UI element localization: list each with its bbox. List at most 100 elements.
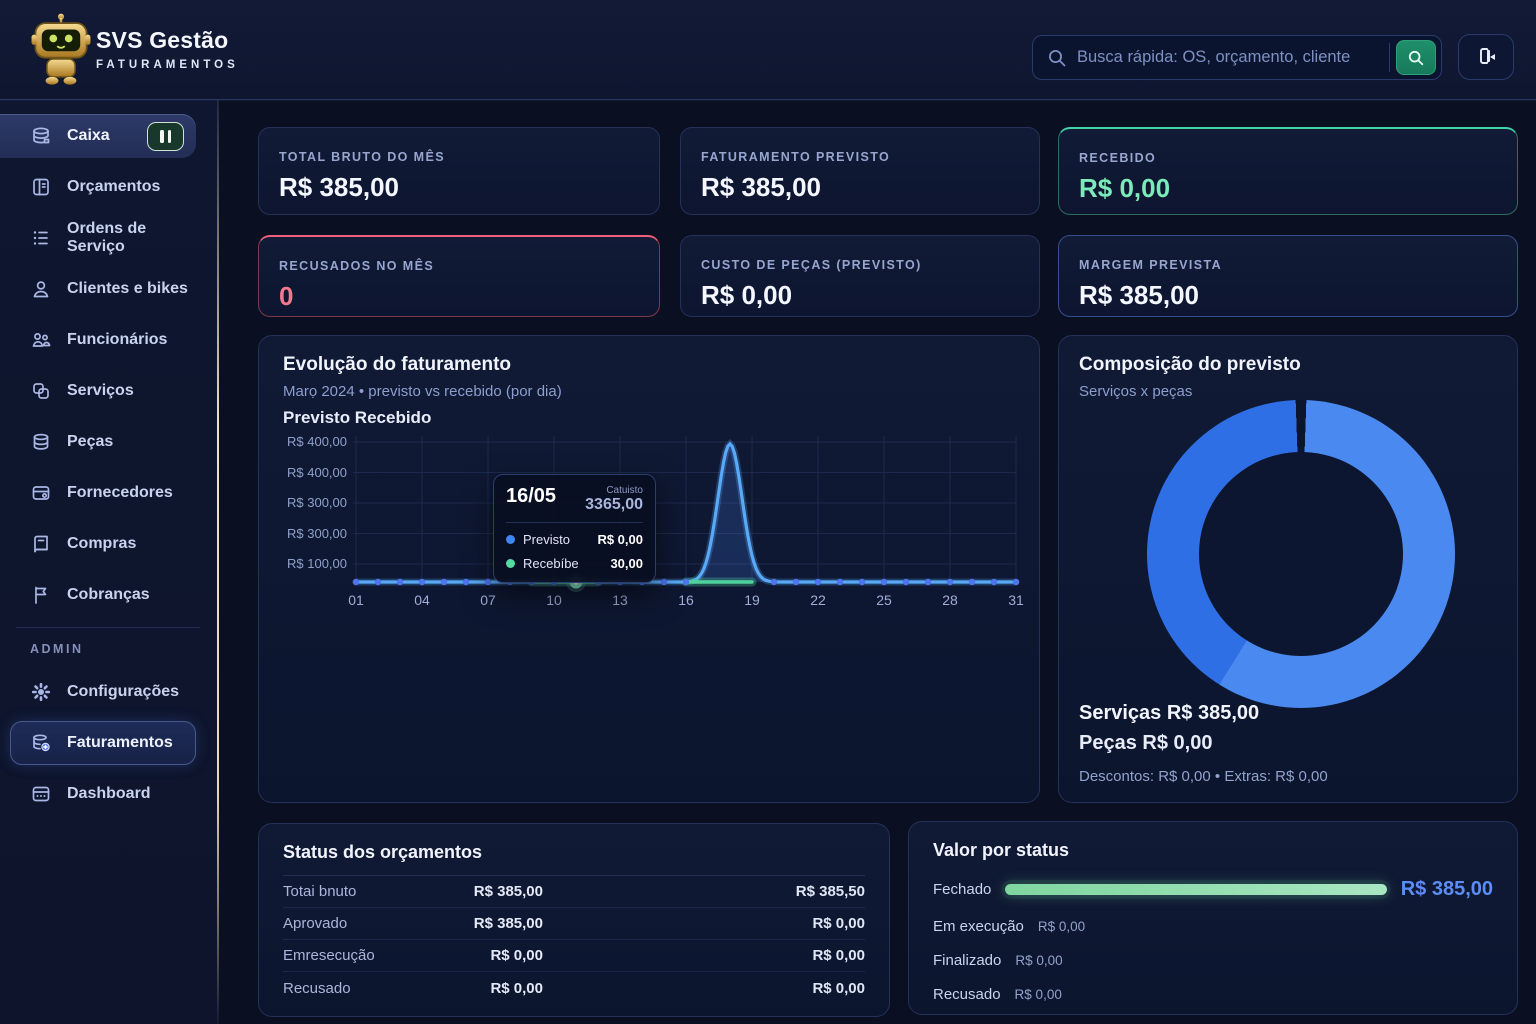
y-tick-label: R$ 300,00: [287, 495, 347, 510]
quick-search-bar: [1032, 35, 1442, 80]
purchases-book-icon: [30, 533, 52, 555]
sidebar-item-funcionarios[interactable]: Funcionários: [0, 318, 218, 362]
brand-block: SVS Gestão FATURAMENTOS: [96, 27, 239, 71]
status-label: Recusado: [933, 986, 1001, 1003]
app-subtitle: FATURAMENTOS: [96, 59, 239, 71]
row-value-2: R$ 385,50: [795, 883, 865, 900]
previsto-series-dot: [506, 535, 515, 544]
sidebar-item-configuracoes[interactable]: Configurações: [0, 670, 218, 714]
sidebar-item-caixa[interactable]: Caixa: [0, 114, 196, 158]
cash-register-icon: [30, 125, 52, 147]
search-icon: [1408, 50, 1424, 65]
logout-icon: [1480, 48, 1495, 64]
search-input[interactable]: [1077, 48, 1389, 67]
people-icon: [30, 329, 52, 351]
x-tick-label: 22: [810, 592, 826, 608]
logout-button[interactable]: [1458, 34, 1514, 80]
tooltip-corner-value: 3365,00: [585, 496, 643, 513]
status-label: Em execução: [933, 918, 1024, 935]
sidebar-item-fornecedores[interactable]: Fornecedores: [0, 471, 218, 515]
status-value: R$ 385,00: [1400, 878, 1493, 900]
kpi-label: TOTAL BRUTO DO MÊS: [279, 150, 445, 164]
person-icon: [30, 278, 52, 300]
sidebar-item-label: Serviços: [67, 382, 134, 399]
x-tick-label: 16: [678, 592, 694, 608]
row-value-1: R$ 0,00: [490, 947, 543, 964]
fechado-progress-bar: [1005, 884, 1387, 895]
x-tick-label: 04: [414, 592, 430, 608]
sidebar-item-label: Dashboard: [67, 785, 151, 802]
kpi-value: R$ 385,00: [701, 172, 821, 202]
composition-title: Composição do previsto: [1079, 354, 1301, 375]
value-by-status-panel: Valor por status Fechado R$ 385,00 Em ex…: [908, 821, 1518, 1015]
x-tick-label: 01: [348, 592, 364, 608]
budget-status-title: Status dos orçamentos: [283, 842, 865, 876]
row-value-2: R$ 0,00: [812, 947, 865, 964]
tooltip-date: 16/05: [506, 485, 557, 507]
row-value-1: R$ 0,00: [490, 979, 543, 997]
gear-icon: [30, 681, 52, 703]
x-tick-label: 25: [876, 592, 892, 608]
dashboard-grid-icon: [30, 783, 52, 805]
tooltip-corner-label: Catuisto: [606, 485, 643, 496]
sidebar-item-label: Cobranças: [67, 586, 150, 603]
sidebar-item-orcamentos[interactable]: Orçamentos: [0, 165, 218, 209]
tooltip-row-recebido: Recebíbe 30,00: [506, 556, 643, 571]
sidebar-item-label: Peças: [67, 433, 114, 450]
pause-button[interactable]: [147, 121, 184, 151]
sidebar-item-pecas[interactable]: Peças: [0, 420, 218, 464]
row-value-1: R$ 385,00: [473, 883, 543, 900]
kpi-label: RECUSADOS NO MÊS: [279, 259, 435, 273]
invoices-coins-icon: [30, 732, 52, 754]
ordered-list-icon: [30, 227, 52, 249]
discounts-extras-legend: Descontos: R$ 0,00 • Extras: R$ 0,00: [1079, 768, 1328, 785]
sidebar-nav: Caixa Orçamentos Ordens de Serviço Clien…: [0, 100, 218, 1024]
sidebar-item-dashboard[interactable]: Dashboard: [0, 772, 218, 816]
kpi-card-faturamento-previsto: FATURAMENTO PREVISTO R$ 385,00: [680, 127, 1040, 215]
sidebar-item-cobrancas[interactable]: Cobranças: [0, 573, 218, 617]
budget-status-panel: Status dos orçamentos Totai bnuto R$ 385…: [258, 823, 890, 1017]
search-icon: [1049, 49, 1066, 66]
recebido-series-dot: [506, 559, 515, 568]
row-label: Emresecução: [283, 947, 375, 964]
status-label: Finalizado: [933, 952, 1002, 969]
admin-section-label: ADMIN: [30, 642, 84, 656]
robot-mascot-logo: [31, 13, 91, 85]
sidebar-item-label: Compras: [67, 535, 137, 552]
row-label: Aprovado: [283, 915, 348, 932]
kpi-value: R$ 0,00: [701, 280, 793, 310]
sidebar-item-clientes-e-bikes[interactable]: Clientes e bikes: [0, 267, 218, 311]
tooltip-series-value: 30,00: [610, 556, 643, 571]
kpi-label: RECEBIDO: [1079, 151, 1157, 165]
sidebar-item-servicos[interactable]: Serviços: [0, 369, 218, 413]
kpi-value: 0: [279, 281, 294, 311]
revenue-evolution-panel: Evolução do faturamento Marọ 2024 • prev…: [258, 335, 1040, 803]
tooltip-row-previsto: Previsto R$ 0,00: [506, 532, 643, 547]
kpi-value: R$ 385,00: [279, 172, 399, 202]
sidebar-item-faturamentos[interactable]: Faturamentos: [10, 721, 196, 765]
sidebar-item-compras[interactable]: Compras: [0, 522, 218, 566]
status-value: R$ 0,00: [1037, 919, 1086, 934]
search-submit-button[interactable]: [1396, 40, 1436, 75]
sidebar-item-label: Clientes e bikes: [67, 280, 188, 297]
table-row: Recusado R$ 0,00 R$ 0,00: [283, 972, 865, 1004]
document-icon: [30, 176, 52, 198]
chart-title: Evolução do faturamento: [283, 354, 512, 375]
y-tick-label: R$ 400,00: [287, 464, 347, 480]
status-bar-row: Em execução R$ 0,00: [933, 918, 1493, 935]
status-value: R$ 0,00: [1014, 987, 1062, 1002]
tooltip-series-value: R$ 0,00: [597, 532, 643, 547]
sidebar-item-label: Fornecedores: [67, 484, 173, 501]
table-row: Totai bnuto R$ 385,00 R$ 385,50: [283, 876, 865, 908]
services-legend: Serviças R$ 385,00: [1079, 702, 1260, 724]
status-value: R$ 0,00: [1015, 953, 1063, 968]
composition-subtitle: Serviços x peças: [1079, 383, 1193, 400]
parts-stack-icon: [30, 431, 52, 453]
x-tick-label: 07: [480, 592, 496, 608]
sidebar-item-ordens-de-servico[interactable]: Ordens de Serviço: [0, 216, 218, 260]
sidebar-item-label: Faturamentos: [67, 734, 173, 751]
kpi-label: CUSTO DE PEÇAS (PREVISTO): [701, 258, 922, 272]
chart-subtitle: Marọ 2024 • previsto vs recebido (por di…: [283, 383, 562, 400]
supplier-card-icon: [30, 482, 52, 504]
